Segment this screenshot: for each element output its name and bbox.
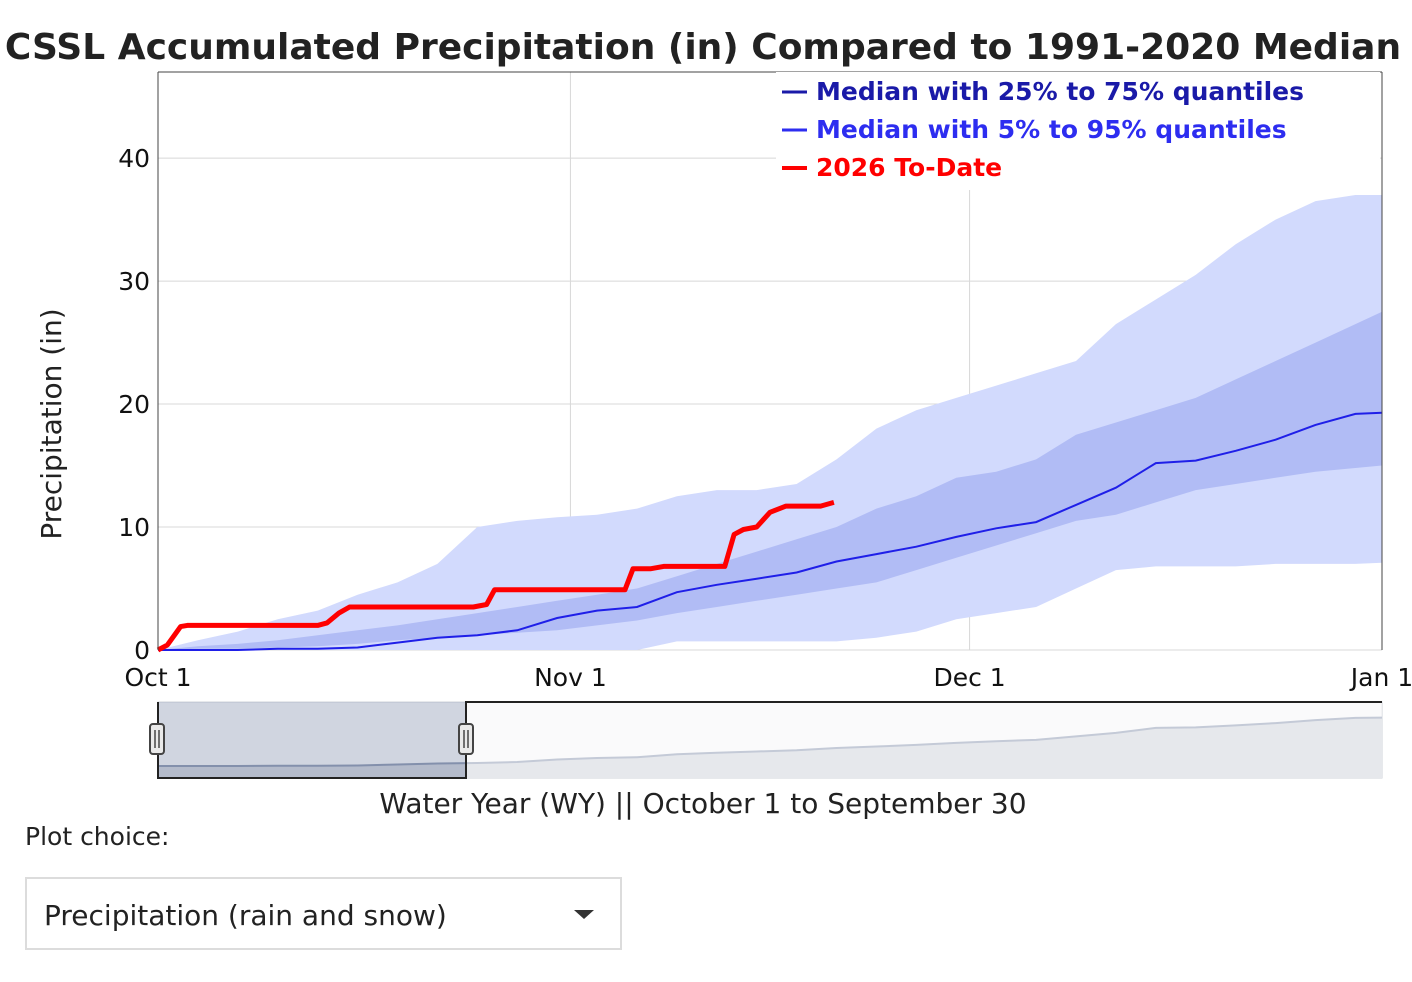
precipitation-chart: CSSL Accumulated Precipitation (in) Comp… [5, 27, 1412, 820]
handle-grip-icon [458, 723, 474, 755]
chart-title: CSSL Accumulated Precipitation (in) Comp… [5, 27, 1401, 68]
legend-label-q5_95[interactable]: Median with 5% to 95% quantiles [816, 115, 1287, 144]
y-tick-label: 30 [118, 267, 150, 296]
y-tick-label: 10 [118, 513, 150, 542]
x-tick-label: Dec 1 [933, 663, 1005, 692]
handle-grip-icon [149, 723, 165, 755]
plot-choice-selected-value: Precipitation (rain and snow) [44, 899, 447, 932]
x-tick-label: Jan 1 [1349, 663, 1412, 692]
y-tick-label: 0 [134, 636, 150, 665]
plot-choice-dropdown[interactable]: Precipitation (rain and snow) [25, 877, 622, 950]
range-unselected-mask [466, 702, 1382, 778]
y-axis-title: Precipitation (in) [35, 308, 68, 539]
y-tick-label: 20 [118, 390, 150, 419]
to-date-line [156, 499, 835, 653]
x-tick-label: Nov 1 [534, 663, 607, 692]
legend-label-q25_75[interactable]: Median with 25% to 75% quantiles [816, 77, 1304, 106]
caret-down-icon [574, 910, 594, 919]
legend-label-to_date[interactable]: 2026 To-Date [816, 153, 1002, 182]
band-25-75 [158, 311, 1382, 650]
range-selected-window[interactable] [158, 702, 466, 778]
band-5-95 [158, 195, 1382, 650]
range-slider[interactable] [149, 701, 1383, 779]
plot-choice-label: Plot choice: [25, 822, 170, 851]
legend-background [776, 72, 1380, 190]
x-axis-title: Water Year (WY) || October 1 to Septembe… [379, 787, 1026, 820]
y-tick-label: 40 [118, 144, 150, 173]
range-handle-right[interactable] [458, 723, 474, 755]
range-handle-left[interactable] [149, 723, 165, 755]
median-line [158, 411, 1383, 651]
x-tick-label: Oct 1 [124, 663, 191, 692]
legend[interactable]: Median with 25% to 75% quantiles Median w… [776, 72, 1380, 190]
